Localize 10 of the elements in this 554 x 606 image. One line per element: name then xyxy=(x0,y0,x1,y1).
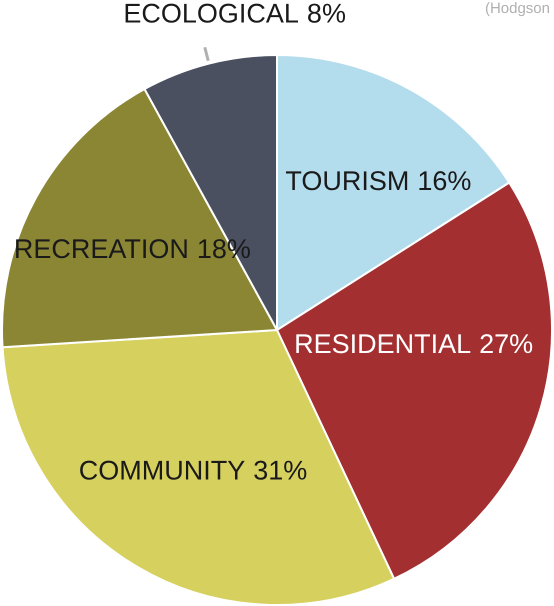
slice-label: TOURISM xyxy=(285,166,410,196)
data-label: 8% xyxy=(306,0,346,28)
slice-label: RESIDENTIAL xyxy=(294,328,472,359)
slice-label: ECOLOGICAL xyxy=(123,0,299,28)
text: (Hodgson xyxy=(484,0,550,17)
data-label: 31% xyxy=(253,455,308,486)
slice-label: RECREATION xyxy=(14,234,189,264)
data-label: 27% xyxy=(479,328,534,359)
data-label: 16% xyxy=(417,166,472,196)
slice-label: COMMUNITY xyxy=(78,455,246,486)
